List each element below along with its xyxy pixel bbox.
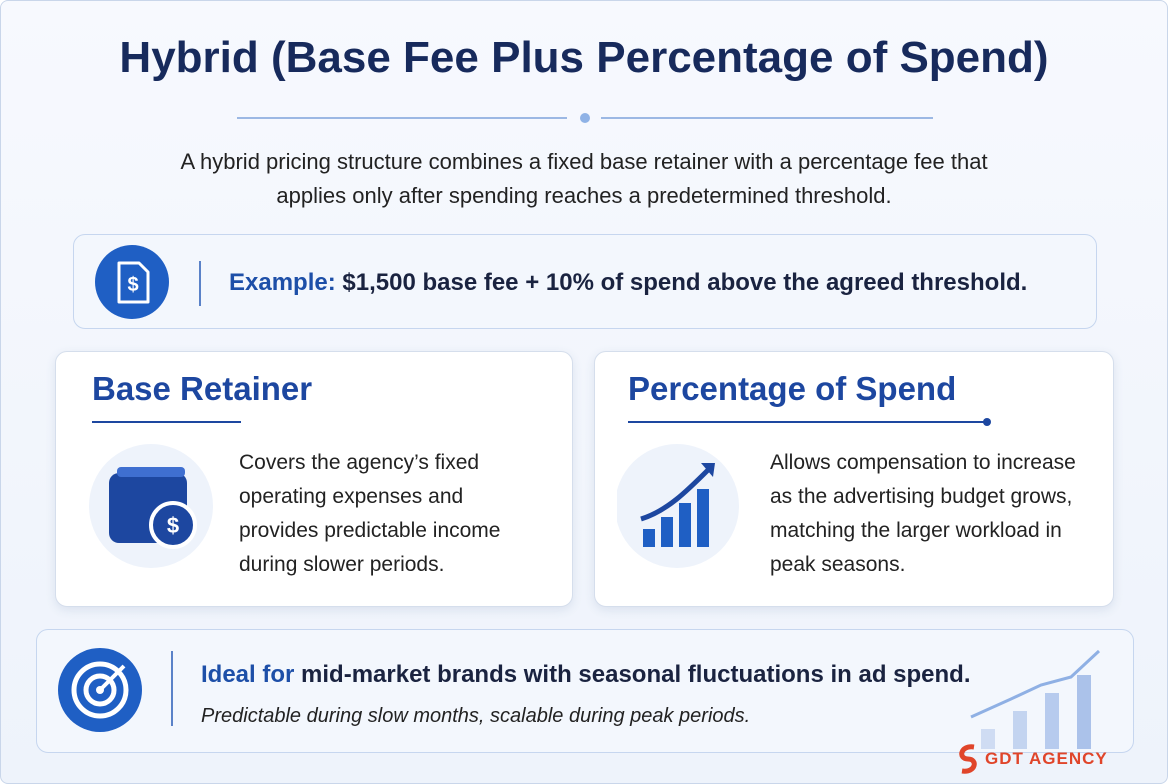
svg-text:$: $	[167, 513, 179, 538]
card-title: Percentage of Spend	[628, 370, 957, 407]
brand-logo	[959, 744, 977, 774]
ideal-label: Ideal for	[201, 661, 295, 688]
document-icon: $	[95, 245, 201, 319]
ideal-text: mid-market brands with seasonal fluctuat…	[301, 661, 971, 688]
ideal-box	[36, 629, 1134, 753]
divider	[237, 113, 933, 123]
decor-chart	[970, 649, 1101, 749]
growth-icon	[617, 418, 991, 568]
svg-text:$: $	[127, 274, 138, 296]
card-text: Covers the agency’s fixed operating expe…	[239, 451, 501, 576]
target-icon	[58, 648, 173, 732]
example-line: Example: $1,500 base fee + 10% of spend …	[229, 269, 1027, 297]
intro: A hybrid pricing structure combines a fi…	[180, 149, 988, 208]
card-title: Base Retainer	[92, 370, 313, 407]
brand: GDT AGENCY	[985, 749, 1108, 768]
card-text: Allows compensation to increase as the a…	[770, 451, 1076, 576]
example-box	[73, 234, 1097, 329]
example-label: Example:	[229, 269, 336, 296]
title: Hybrid (Base Fee Plus Percentage of Spen…	[119, 33, 1049, 82]
wallet-icon: $	[89, 421, 241, 568]
ideal-line: Ideal for mid-market brands with seasona…	[201, 661, 971, 689]
example-text: $1,500 base fee + 10% of spend above the…	[342, 269, 1028, 296]
ideal-note: Predictable during slow months, scalable…	[201, 705, 751, 727]
